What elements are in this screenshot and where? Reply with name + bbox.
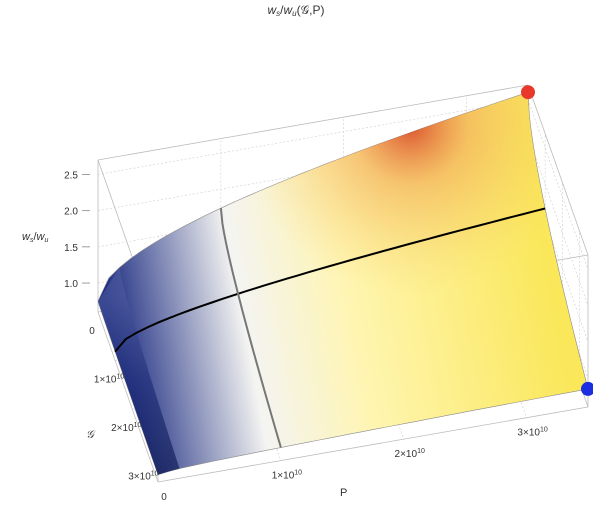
box-edge bbox=[97, 84, 529, 161]
grid-line bbox=[97, 135, 529, 211]
y-tick-label: 3×1010 bbox=[128, 471, 158, 483]
y-tick-label: 0 bbox=[89, 326, 95, 337]
x-tick-label: 2×1010 bbox=[395, 448, 425, 460]
y-axis-label: 𝒢 bbox=[86, 429, 96, 441]
surface bbox=[97, 91, 589, 476]
x-axis-label: P bbox=[340, 487, 347, 499]
y-tick-label: 1×1010 bbox=[94, 374, 124, 386]
point-max bbox=[521, 85, 535, 100]
curve-fixed-g bbox=[114, 207, 546, 353]
box-edge bbox=[97, 311, 159, 483]
grid-line bbox=[97, 99, 529, 175]
box-edge bbox=[157, 406, 589, 483]
z-axis-label: ws/wu bbox=[22, 231, 48, 244]
curve-fixed-p bbox=[219, 208, 282, 448]
x-tick-label: 0 bbox=[161, 492, 167, 503]
chart-title: ws/wu(𝒢,P) bbox=[267, 3, 324, 18]
tick-labels: 1.01.52.02.501×10102×10103×101001×10102×… bbox=[64, 171, 548, 504]
x-tick-label: 1×1010 bbox=[272, 470, 302, 482]
x-tick-label: 3×1010 bbox=[517, 427, 547, 439]
z-tick-label: 2.5 bbox=[64, 171, 78, 182]
y-tick-label: 2×1010 bbox=[111, 422, 141, 434]
point-corner bbox=[581, 381, 593, 396]
z-tick-label: 1.5 bbox=[64, 243, 78, 254]
box-edge bbox=[527, 84, 589, 256]
z-tick-label: 2.0 bbox=[64, 207, 78, 218]
z-tick-label: 1.0 bbox=[64, 279, 78, 290]
